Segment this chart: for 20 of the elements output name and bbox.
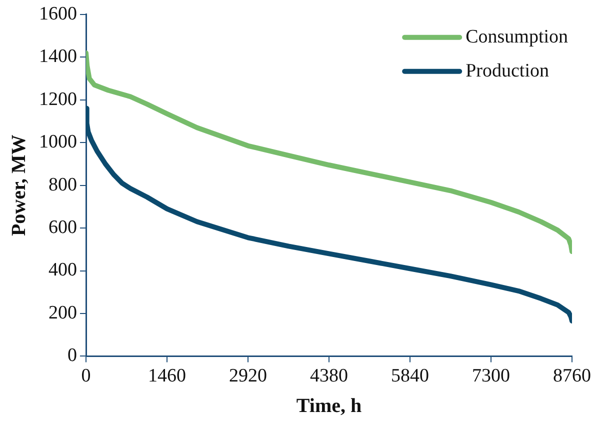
x-tick-label: 7300	[472, 366, 510, 387]
y-tick-label: 0	[68, 345, 77, 366]
x-tick-label: 8760	[553, 366, 591, 387]
x-tick-label: 0	[81, 366, 91, 387]
y-tick-label: 400	[48, 260, 77, 281]
y-tick-label: 1400	[39, 46, 77, 68]
x-tick-label: 5840	[391, 366, 429, 387]
y-tick-label: 1200	[39, 88, 77, 110]
x-tick-label: 2920	[229, 366, 267, 387]
x-tick-label: 1460	[148, 366, 186, 387]
y-tick-label: 600	[48, 217, 77, 238]
x-tick-label: 4380	[310, 366, 348, 387]
x-axis-title: Time, h	[296, 395, 362, 418]
y-tick-label: 1600	[39, 3, 77, 24]
y-tick-label: 1000	[39, 132, 77, 153]
y-axis-title: Power, MW	[8, 134, 30, 236]
legend-label: Consumption	[466, 26, 568, 48]
legend-label: Production	[466, 60, 550, 82]
y-tick-label: 800	[48, 174, 77, 196]
y-tick-label: 200	[48, 302, 77, 324]
